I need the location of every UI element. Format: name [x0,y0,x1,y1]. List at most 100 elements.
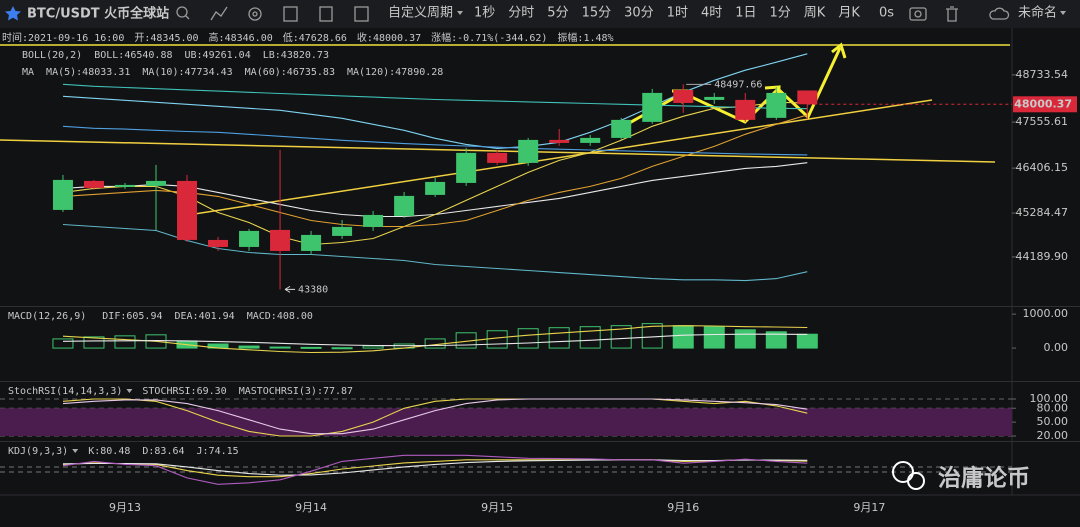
dropdown-arrow[interactable] [1060,11,1067,15]
band [0,408,1012,436]
camera-icon[interactable] [909,7,927,21]
ohlc-info: 开:48345.00 [134,33,198,44]
indicator-line [62,459,808,478]
period-button[interactable]: 1时 [667,6,688,21]
candle-body [208,239,229,247]
indicator-line [62,459,808,476]
legend-entry: MA(60):46735.83 [245,67,335,78]
candle-body [518,139,539,163]
y-tick-label: 47555.61 [1016,115,1069,128]
favorite-icon[interactable] [5,6,21,21]
period-button[interactable]: 1分 [770,6,791,21]
watermark-text: 治庸论币 [938,465,1030,492]
legend-entry: MA(120):47890.28 [347,67,443,78]
candle-body [425,181,446,195]
dropdown-arrow[interactable] [126,389,133,393]
search-icon[interactable] [176,6,188,18]
candle-body [83,180,104,188]
indicator-line [62,325,808,354]
candle-body [146,180,167,186]
ohlc-info: 时间:2021-09-16 16:00 [2,31,124,44]
dropdown-arrow[interactable] [72,449,79,453]
delete-icon[interactable] [946,6,958,22]
legend-title: BOLL(20,2) [22,50,82,61]
period-button[interactable]: 15分 [582,6,612,21]
period-menu[interactable]: 自定义周期 [388,6,453,21]
x-tick-label: 9月17 [853,501,885,514]
macd-bar [548,327,570,349]
y-tick-label: 1000.00 [1023,307,1069,320]
layout-name[interactable]: 未命名 [1018,5,1057,21]
macd-bar [114,335,136,349]
legend-title[interactable]: KDJ(9,3,3) [8,446,68,457]
fullscreen-icon[interactable] [354,6,369,22]
legend-entry: DEA:401.94 [175,311,235,322]
candle-body [301,234,322,251]
macd-bar [579,326,601,349]
dropdown-arrow[interactable] [457,11,464,15]
kdj-levels [0,466,1012,473]
ohlc-info: 涨幅:-0.71%(-344.62) [431,31,547,44]
y-tick-label: 46406.15 [1016,161,1069,174]
cloud-icon[interactable] [989,7,1010,20]
y-tick-label: 100.00 [1030,392,1069,405]
indicator-line [62,398,808,435]
candle-body [487,152,508,163]
legend-entry: D:83.64 [142,446,184,457]
x-tick-label: 9月14 [295,501,327,514]
drawn-trend-line [187,99,933,216]
candle-body [114,184,135,187]
legend-entry: BOLL:46540.88 [94,50,172,61]
candle-body [642,92,663,122]
save-icon[interactable] [319,6,333,22]
macd-bar [238,345,260,349]
high-annotation: 48497.66 [714,79,762,90]
settings-icon[interactable] [248,7,262,21]
candle-body [332,226,353,236]
macd-bar [145,334,167,349]
candle-body [735,99,756,120]
timer[interactable]: 0s [879,6,894,21]
legend-title[interactable]: MACD(12,26,9) [8,311,86,322]
candle-body [549,139,570,143]
template-icon[interactable] [283,6,298,22]
legend-entry: STOCHRSI:69.30 [142,386,226,397]
period-button[interactable]: 分时 [508,6,534,21]
x-tick-label: 9月13 [109,501,141,514]
ohlc-info: 低:47628.66 [283,31,347,44]
last-price-tag [1013,96,1077,113]
macd-bar [734,329,756,349]
macd-bar [269,346,291,349]
period-button[interactable]: 1秒 [474,6,495,21]
indicator-icon[interactable] [210,6,228,21]
period-button[interactable]: 周K [804,6,826,21]
ohlc-info: 收:48000.37 [357,31,421,44]
low-annotation: 43380 [298,284,328,295]
macd-bar [517,328,539,349]
candle-body [580,137,601,143]
period-button[interactable]: 5分 [547,6,568,21]
candle-body [797,90,818,105]
legend-entry: MACD:408.00 [247,311,313,322]
legend-entry: MA(5):48033.31 [46,67,130,78]
macd-bar [796,333,818,349]
legend-title[interactable]: StochRSI(14,14,3,3) [8,386,122,397]
x-tick-label: 9月15 [481,501,513,514]
candle-body [673,89,694,103]
x-tick-label: 9月16 [667,501,699,514]
ohlc-info: 高:48346.00 [209,31,273,44]
period-button[interactable]: 1日 [735,6,756,21]
period-button[interactable]: 月K [838,6,860,21]
symbol[interactable]: BTC/USDT 火币全球站 [27,6,169,22]
period-button[interactable]: 30分 [624,6,654,21]
macd-bar [331,347,353,350]
legend-entry: LB:43820.73 [263,50,329,61]
candle-body [766,92,787,118]
y-tick-label: 50.00 [1037,415,1069,428]
period-button[interactable]: 4时 [701,6,722,21]
candle-body [394,195,415,216]
y-tick-label: 48733.54 [1016,68,1069,81]
y-tick-label: 44189.90 [1016,250,1069,263]
low-arrow [284,285,296,293]
